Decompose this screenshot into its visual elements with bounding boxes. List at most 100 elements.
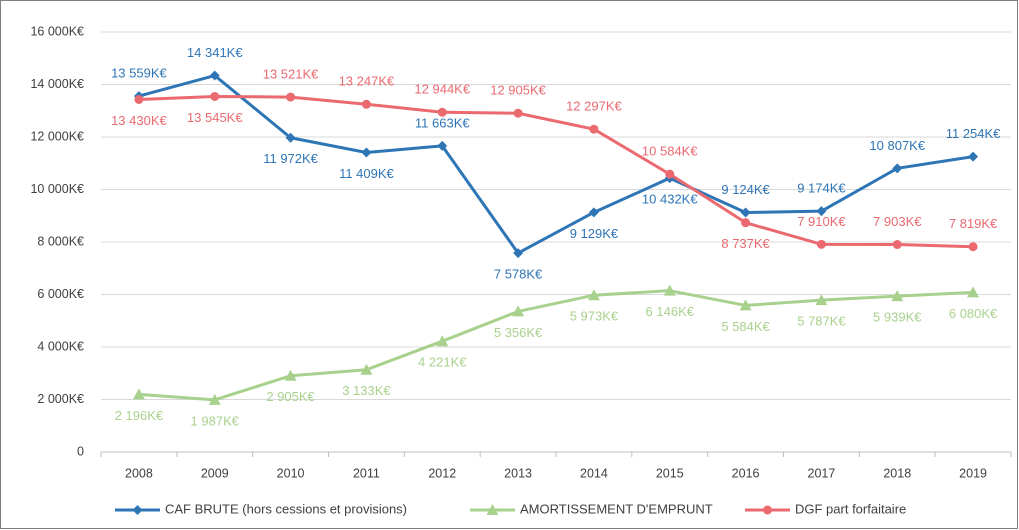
x-tick-label: 2016 [732,466,760,480]
marker [132,388,145,400]
x-tick-label: 2012 [428,466,456,480]
legend-marker [132,505,143,515]
marker [437,107,447,117]
marker [741,218,751,228]
marker [665,169,675,179]
data-label: 9 174K€ [797,181,846,196]
x-tick-label: 2017 [808,466,836,480]
data-label: 11 663K€ [415,115,470,130]
data-label: 5 787K€ [797,314,846,329]
data-label: 13 545K€ [187,110,243,125]
marker [513,248,524,259]
data-label: 6 080K€ [949,306,998,321]
data-label: 7 903K€ [873,214,922,229]
marker [815,294,828,306]
data-label: 13 247K€ [339,74,395,89]
y-tick-label: 8 000K€ [37,234,84,248]
data-label: 10 584K€ [642,144,698,159]
y-tick-label: 2 000K€ [37,392,84,406]
data-label: 5 939K€ [873,310,922,325]
legend-label: DGF part forfaitaire [795,501,906,516]
marker [286,92,296,102]
data-label: 2 196K€ [115,408,164,423]
legend-marker [763,505,772,515]
marker [892,240,902,250]
series-line [138,74,974,255]
y-tick-label: 0 [77,444,84,458]
marker [589,124,599,134]
data-label: 14 341K€ [187,45,243,60]
data-label: 9 129K€ [570,226,619,241]
legend-marker [486,504,499,515]
data-label: 7 578K€ [494,267,543,282]
data-label: 13 559K€ [111,66,167,81]
legend-label: CAF BRUTE (hors cessions et provisions) [165,501,407,516]
marker [967,286,980,298]
marker [513,108,523,118]
y-tick-label: 6 000K€ [37,287,84,301]
marker [739,299,752,311]
marker [816,206,827,217]
marker [968,151,979,162]
data-label: 9 124K€ [721,182,770,197]
y-tick-label: 16 000K€ [30,24,84,38]
data-label: 7 910K€ [797,214,846,229]
marker [361,147,372,158]
data-label: 11 972K€ [263,151,318,166]
marker [588,207,599,218]
data-label: 2 905K€ [266,389,315,404]
data-label: 3 133K€ [342,383,391,398]
data-label: 5 356K€ [494,325,543,340]
data-label: 12 944K€ [414,82,470,97]
x-tick-label: 2019 [959,466,987,480]
y-tick-label: 10 000K€ [30,182,84,196]
marker [210,91,220,101]
marker [209,70,220,81]
data-label: 1 987K€ [191,413,240,428]
marker [284,369,297,381]
marker [892,163,903,174]
marker [360,363,373,375]
marker [663,284,676,296]
marker [361,99,371,109]
x-tick-label: 2008 [125,466,153,480]
marker [512,305,525,317]
marker [285,132,296,143]
marker [816,239,826,249]
marker [437,140,448,151]
x-tick-label: 2018 [883,466,911,480]
data-label: 13 521K€ [263,67,319,82]
data-label: 5 584K€ [721,319,770,334]
marker [968,242,978,252]
x-tick-label: 2010 [277,466,305,480]
marker [436,335,449,347]
y-tick-label: 12 000K€ [30,129,84,143]
data-label: 11 254K€ [946,126,1001,141]
data-label: 12 297K€ [566,99,622,114]
x-tick-label: 2011 [353,466,380,480]
data-label: 8 737K€ [721,236,770,251]
marker [208,393,221,405]
data-label: 4 221K€ [418,355,467,370]
y-tick-label: 4 000K€ [37,339,84,353]
x-tick-label: 2014 [580,466,608,480]
marker [891,290,904,302]
data-label: 5 973K€ [570,309,619,324]
data-label: 11 409K€ [339,166,394,181]
legend-label: AMORTISSEMENT D'EMPRUNT [520,501,713,516]
data-label: 7 819K€ [949,216,998,231]
x-tick-label: 2009 [201,466,229,480]
marker [587,289,600,301]
data-label: 12 905K€ [490,83,546,98]
marker [134,94,144,104]
x-tick-label: 2015 [656,466,684,480]
data-label: 10 432K€ [642,192,698,207]
data-label: 6 146K€ [646,304,695,319]
data-label: 10 807K€ [869,138,925,153]
x-tick-label: 2013 [504,466,532,480]
data-label: 13 430K€ [111,113,167,128]
series-line [138,289,974,402]
marker [740,207,751,218]
series-line [138,94,974,249]
